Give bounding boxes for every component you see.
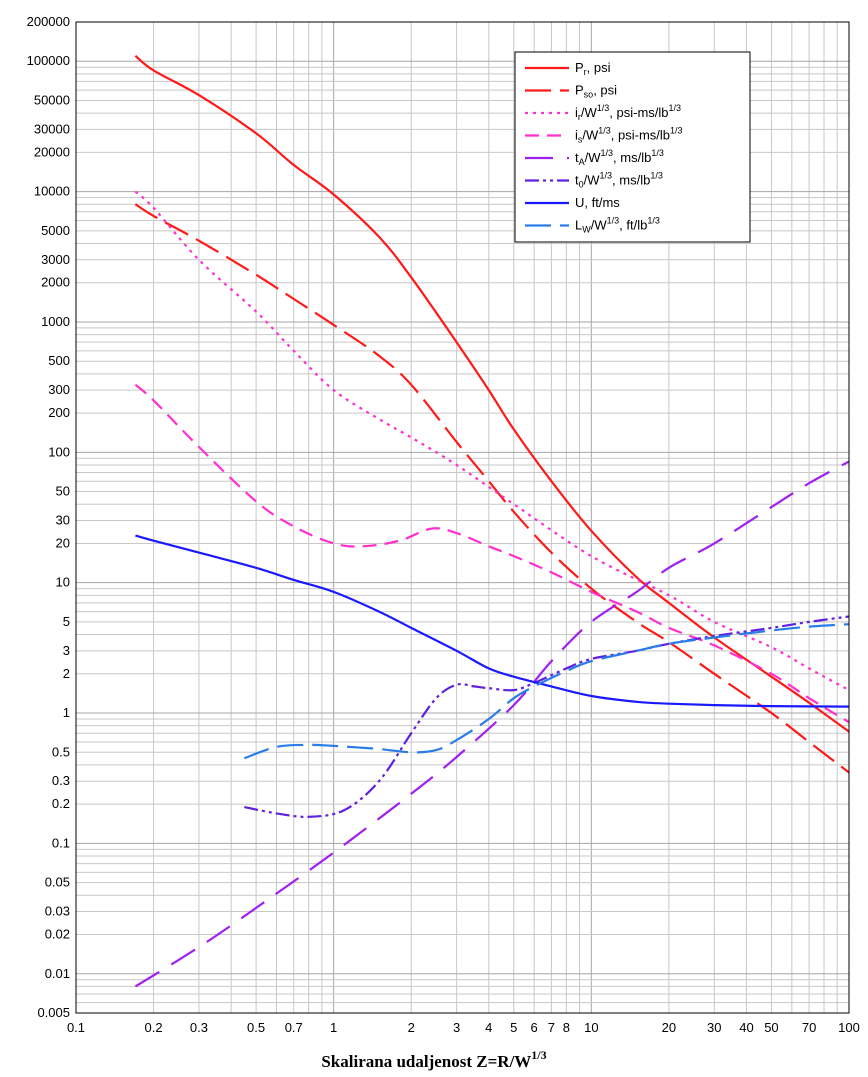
x-tick-label: 0.3 — [190, 1020, 208, 1035]
x-tick-label: 30 — [707, 1020, 721, 1035]
y-tick-label: 50 — [56, 484, 70, 499]
x-axis-tick-labels: 0.1 0.2 0.3 0.5 0.7 1 2 3 4 5 6 7 8 10 20 30 40 50 70 100 — [67, 1020, 860, 1035]
legend-label-ir: ir​/W1/3​, psi-ms/lb1/3​ — [575, 103, 681, 122]
series-line-u — [135, 534, 850, 708]
y-tick-label: 0.02 — [45, 927, 70, 942]
plot-frame — [75, 21, 850, 1014]
x-tick-label: 4 — [485, 1020, 492, 1035]
y-tick-label: 20 — [56, 535, 70, 550]
x-tick-label: 50 — [764, 1020, 778, 1035]
x-tick-label: 0.1 — [67, 1020, 85, 1035]
y-tick-label: 3 — [63, 643, 70, 658]
legend-label-t0: t0​/W1/3​, ms/lb1/3​ — [575, 171, 663, 190]
y-tick-label: 5 — [63, 614, 70, 629]
y-tick-label: 100000 — [27, 53, 70, 68]
series-lines — [134, 54, 850, 988]
y-tick-label: 0.01 — [45, 966, 70, 981]
series-line-lw — [243, 623, 850, 760]
y-tick-label: 200 — [48, 405, 70, 420]
y-tick-label: 1 — [63, 705, 70, 720]
legend-label-pso: Pso​, psi — [575, 83, 617, 100]
legend-label-lw: LW​/W1/3​, ft/lb1/3​ — [575, 216, 660, 235]
x-tick-label: 0.2 — [145, 1020, 163, 1035]
x-tick-label: 8 — [563, 1020, 570, 1035]
y-tick-label: 300 — [48, 382, 70, 397]
legend-label-ta: tA​/W1/3​, ms/lb1/3​ — [575, 148, 664, 167]
y-tick-label: 0.1 — [52, 835, 70, 850]
y-tick-label: 10000 — [34, 184, 70, 199]
x-tick-label: 2 — [408, 1020, 415, 1035]
x-tick-label: 0.5 — [247, 1020, 265, 1035]
y-tick-label: 0.3 — [52, 773, 70, 788]
legend: Pr​, psi Pso​, psi ir​/W1/3​, psi-ms/lb1/3… — [514, 51, 751, 243]
x-tick-label: 10 — [584, 1020, 598, 1035]
y-tick-label: 200000 — [27, 14, 70, 29]
y-tick-label: 0.03 — [45, 904, 70, 919]
y-tick-label: 1000 — [41, 314, 70, 329]
x-tick-label: 100 — [838, 1020, 860, 1035]
x-tick-label: 40 — [739, 1020, 753, 1035]
y-tick-label: 50000 — [34, 92, 70, 107]
y-tick-label: 30000 — [34, 121, 70, 136]
x-tick-label: 6 — [531, 1020, 538, 1035]
y-tick-label: 2 — [63, 666, 70, 681]
series-line-is — [134, 383, 850, 724]
y-tick-label: 0.5 — [52, 744, 70, 759]
y-tick-label: 0.005 — [37, 1005, 70, 1020]
y-tick-label: 2000 — [41, 275, 70, 290]
y-tick-label: 10 — [56, 575, 70, 590]
x-tick-label: 5 — [510, 1020, 517, 1035]
x-tick-label: 3 — [453, 1020, 460, 1035]
x-tick-label: 70 — [802, 1020, 816, 1035]
legend-label-is: is​/W1/3​, psi-ms/lb1/3​ — [575, 126, 683, 145]
series-line-t0 — [244, 615, 850, 818]
x-axis-label: Skalirana udaljenost Z=R/W1/3 — [321, 1048, 546, 1071]
legend-box — [514, 51, 751, 243]
y-tick-label: 30 — [56, 512, 70, 527]
x-tick-label: 7 — [548, 1020, 555, 1035]
series-line-ta — [134, 460, 850, 988]
legend-label-u: U, ft/ms — [575, 195, 620, 210]
y-tick-label: 500 — [48, 353, 70, 368]
x-tick-label: 0.7 — [285, 1020, 303, 1035]
y-tick-label: 5000 — [41, 223, 70, 238]
x-axis-label-main: Skalirana udaljenost Z=R/W — [321, 1052, 531, 1071]
y-axis-tick-labels: 2000001000005000030000200001000050003000… — [27, 14, 70, 1020]
x-tick-label: 1 — [330, 1020, 337, 1035]
y-tick-label: 3000 — [41, 252, 70, 267]
x-axis-label-sup: 1/3 — [531, 1048, 546, 1062]
y-tick-label: 0.05 — [45, 875, 70, 890]
y-tick-label: 0.2 — [52, 796, 70, 811]
legend-label-pr: Pr​, psi — [575, 60, 611, 77]
y-tick-label: 100 — [48, 444, 70, 459]
series-line-ir — [134, 190, 850, 692]
x-tick-label: 20 — [662, 1020, 676, 1035]
series-line-pso — [134, 203, 850, 774]
y-tick-label: 20000 — [34, 144, 70, 159]
